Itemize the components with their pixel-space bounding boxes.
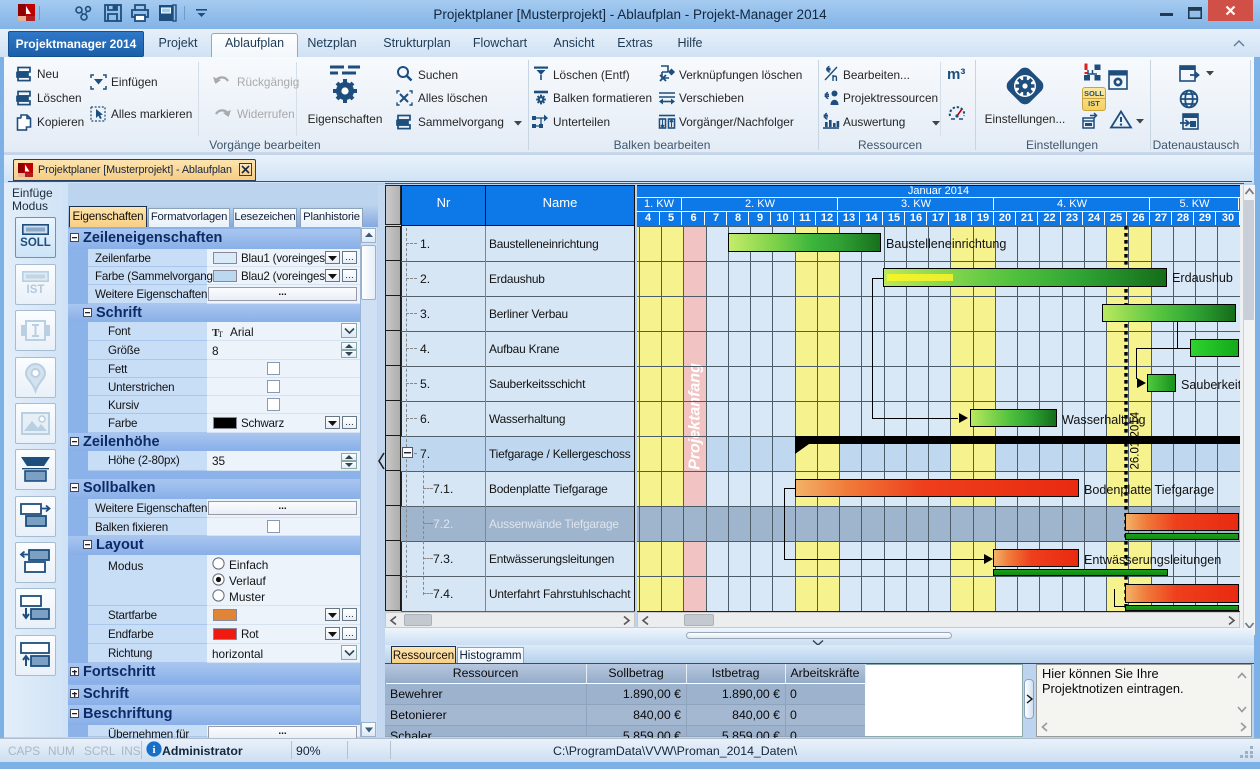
svg-text:T: T [212, 327, 220, 339]
svg-text:i: i [152, 744, 155, 756]
svg-text:T: T [218, 330, 223, 339]
